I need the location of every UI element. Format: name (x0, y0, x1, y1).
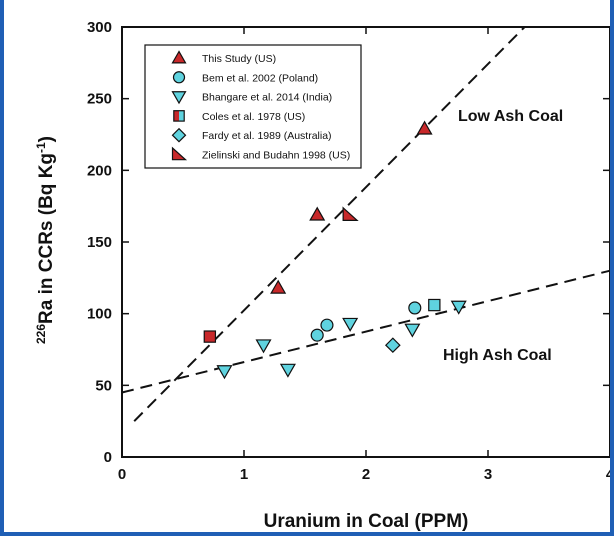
x-tick-label: 4 (606, 466, 614, 483)
y-tick-label: 250 (87, 91, 112, 108)
x-axis-label: Uranium in Coal (PPM) (264, 511, 469, 532)
legend-marker (171, 50, 187, 64)
y-tick-label: 150 (87, 234, 112, 251)
x-tick-label: 1 (240, 466, 248, 483)
frame-border-right (610, 0, 614, 536)
point-this-study-us (270, 279, 287, 294)
y-tick-label: 50 (95, 377, 112, 394)
point-this-study-us (309, 206, 326, 221)
point-coles-et-al-1978-us (203, 330, 217, 343)
point-bem-et-al-2002-poland (320, 318, 334, 332)
y-axis-label-mass-number: 226 (34, 324, 48, 344)
point-coles-et-al-1978-us (428, 298, 441, 312)
x-tick-label: 2 (362, 466, 370, 483)
x-tick-label: 0 (118, 466, 126, 483)
point-bem-et-al-2002-poland (408, 301, 422, 315)
y-tick-label: 0 (104, 449, 112, 466)
legend-marker (171, 91, 187, 105)
y-tick-label: 100 (87, 306, 112, 323)
legend-marker (172, 71, 186, 84)
annotation-low-ash: Low Ash Coal (458, 108, 563, 125)
y-axis-label-text: Ra in CCRs (Bq Kg (36, 153, 57, 324)
trendline-low-ash-coal (133, 26, 526, 422)
frame-border-bottom (0, 532, 614, 536)
point-bhangare-et-al-2014-india (255, 339, 272, 354)
y-axis-label-exponent: -1 (34, 142, 48, 153)
point-bhangare-et-al-2014-india (450, 300, 467, 315)
legend-entry-label: Coles et al. 1978 (US) (202, 111, 305, 123)
y-tick-label: 300 (87, 19, 112, 36)
legend-entry-label: Fardy et al. 1989 (Australia) (202, 130, 332, 142)
point-zielinski-and-budahn-1998-us (342, 206, 359, 221)
point-bem-et-al-2002-poland (310, 328, 324, 342)
annotation-high-ash: High Ash Coal (443, 347, 552, 364)
point-bhangare-et-al-2014-india (216, 365, 233, 380)
legend-marker (171, 146, 188, 161)
y-tick-label: 200 (87, 162, 112, 179)
x-tick-label: 3 (484, 466, 492, 483)
point-bhangare-et-al-2014-india (279, 363, 296, 378)
frame-border-left (0, 0, 4, 536)
point-bhangare-et-al-2014-india (404, 323, 421, 338)
y-axis-label-close: ) (36, 136, 57, 142)
y-axis-label: 226Ra in CCRs (Bq Kg-1) (34, 136, 57, 344)
point-bhangare-et-al-2014-india (342, 317, 359, 332)
legend-entry-label: This Study (US) (202, 53, 276, 65)
point-this-study-us (416, 120, 433, 135)
legend-entry-label: Zielinski and Budahn 1998 (US) (202, 150, 350, 162)
legend-entry-label: Bem et al. 2002 (Poland) (202, 72, 318, 84)
legend-marker (173, 110, 185, 122)
trendlines (121, 26, 611, 422)
legend-entry-label: Bhangare et al. 2014 (India) (202, 92, 332, 104)
legend-box (144, 44, 362, 169)
trendline-high-ash-coal (121, 269, 611, 394)
data-points (203, 120, 467, 380)
point-fardy-et-al-1989-australia (384, 337, 401, 354)
legend: This Study (US) Bem et al. 2002 (Poland) B… (144, 44, 362, 169)
legend-marker (171, 127, 187, 143)
